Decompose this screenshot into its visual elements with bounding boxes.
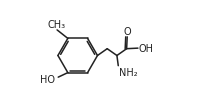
- Text: HO: HO: [40, 74, 55, 84]
- Text: OH: OH: [138, 44, 153, 54]
- Text: O: O: [123, 26, 131, 36]
- Text: CH₃: CH₃: [48, 20, 65, 30]
- Text: NH₂: NH₂: [119, 68, 137, 78]
